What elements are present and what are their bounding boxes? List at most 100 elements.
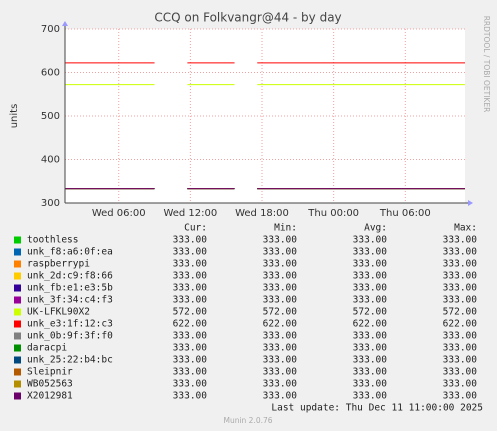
axis-arrow [62,21,68,26]
legend-stat: 333.00 [263,247,298,258]
legend-stat: 333.00 [353,391,388,402]
legend-swatch [14,260,21,268]
legend-stat: 333.00 [263,379,298,390]
legend-stat: 333.00 [263,283,298,294]
legend-stat: 333.00 [173,235,208,246]
legend-stat: 622.00 [443,319,478,330]
legend-swatch [14,296,21,304]
legend-stat: 333.00 [353,283,388,294]
legend-stat: 333.00 [173,283,208,294]
legend-swatch [14,236,21,244]
legend-stat: 572.00 [443,307,478,318]
legend-stat: 333.00 [443,367,478,378]
legend-header: Cur: [184,223,207,234]
legend-swatch [14,308,21,316]
legend-stat: 572.00 [173,307,208,318]
legend-stat: 333.00 [443,355,478,366]
legend-label: X2012981 [27,391,73,402]
legend-stat: 333.00 [443,259,478,270]
chart-title: CCQ on Folkvangr@44 - by day [154,11,341,25]
legend-stat: 333.00 [353,271,388,282]
legend-label: unk_2d:c9:f8:66 [27,271,113,282]
legend-stat: 333.00 [263,295,298,306]
legend-stat: 333.00 [443,247,478,258]
y-tick-label: 700 [41,24,60,35]
legend-header: Max: [454,223,477,234]
legend-swatch [14,344,21,352]
legend-stat: 333.00 [443,295,478,306]
legend-stat: 333.00 [173,379,208,390]
x-tick-label: Wed 12:00 [163,208,217,219]
legend-stat: 333.00 [173,259,208,270]
legend-header: Avg: [364,223,387,234]
legend-stat: 333.00 [263,235,298,246]
legend-stat: 333.00 [353,259,388,270]
legend-stat: 333.00 [173,367,208,378]
legend-swatch [14,368,21,376]
legend-stat: 333.00 [443,331,478,342]
legend-stat: 333.00 [263,391,298,402]
legend-stat: 333.00 [353,295,388,306]
legend-label: toothless [27,235,78,246]
legend-label: raspberrypi [27,259,90,270]
watermark: RRDTOOL / TOBI OETIKER [482,16,491,113]
legend-stat: 333.00 [173,295,208,306]
x-tick-label: Wed 18:00 [235,208,289,219]
legend-stat: 333.00 [443,391,478,402]
legend-stat: 333.00 [173,355,208,366]
legend-stat: 333.00 [263,331,298,342]
legend-swatch [14,320,21,328]
legend-stat: 333.00 [173,331,208,342]
legend-label: unk_0b:9f:3f:f0 [27,331,113,342]
footer: Munin 2.0.76 [223,416,272,425]
legend-stat: 333.00 [263,367,298,378]
legend-stat: 333.00 [443,271,478,282]
legend-label: WB052563 [27,379,73,390]
legend-stat: 333.00 [353,379,388,390]
legend-header: Min: [274,223,297,234]
legend-stat: 333.00 [173,343,208,354]
y-tick-label: 300 [41,198,60,209]
x-tick-label: Wed 06:00 [92,208,146,219]
legend-label: unk_e3:1f:12:c3 [27,319,113,330]
legend-stat: 622.00 [263,319,298,330]
legend-stat: 572.00 [353,307,388,318]
legend-stat: 333.00 [443,343,478,354]
axis-arrow [468,200,473,206]
legend-stat: 333.00 [353,247,388,258]
legend-stat: 572.00 [263,307,298,318]
legend-swatch [14,248,21,256]
legend-stat: 333.00 [263,355,298,366]
legend-stat: 333.00 [263,271,298,282]
y-tick-label: 600 [41,68,60,79]
legend-label: unk_f8:a6:0f:ea [27,247,113,258]
legend-stat: 333.00 [353,355,388,366]
legend-swatch [14,356,21,364]
legend-stat: 333.00 [263,259,298,270]
last-update: Last update: Thu Dec 11 11:00:00 2025 [271,403,483,414]
legend-label: unk_fb:e1:e3:5b [27,283,113,294]
legend-label: unk_25:22:b4:bc [27,355,113,366]
legend-swatch [14,332,21,340]
legend-stat: 333.00 [263,343,298,354]
legend-stat: 333.00 [443,379,478,390]
legend-stat: 622.00 [173,319,208,330]
legend-label: UK-LFKL90X2 [27,307,90,318]
legend-swatch [14,272,21,280]
legend-swatch [14,284,21,292]
legend-stat: 333.00 [173,391,208,402]
legend-stat: 333.00 [173,271,208,282]
legend-stat: 622.00 [353,319,388,330]
legend-stat: 333.00 [443,235,478,246]
legend-label: unk_3f:34:c4:f3 [27,295,113,306]
legend-stat: 333.00 [443,283,478,294]
legend-stat: 333.00 [353,367,388,378]
legend-swatch [14,392,21,400]
x-tick-label: Thu 06:00 [379,208,431,219]
x-tick-label: Thu 00:00 [307,208,359,219]
legend-stat: 333.00 [353,235,388,246]
y-tick-label: 400 [41,155,60,166]
legend-label: daracpi [27,343,67,354]
